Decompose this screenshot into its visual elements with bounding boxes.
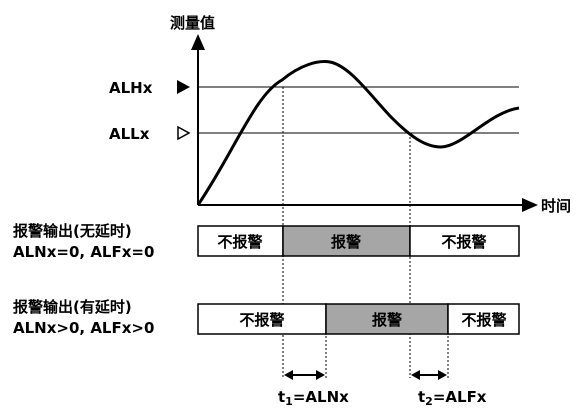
row-no-delay-segment-label-1: 不报警 — [217, 233, 262, 251]
high-alarm-label: ALHx — [109, 79, 153, 97]
row-no-delay-segment-normal-2 — [409, 225, 520, 257]
row-with-delay-title: 报警输出(有延时) — [13, 298, 132, 316]
row-with-delay-segment-label-2: 报警 — [372, 311, 402, 329]
low-alarm-marker-icon — [177, 125, 191, 141]
row-no-delay-title: 报警输出(无延时) — [13, 222, 132, 240]
x-axis-arrowhead — [522, 198, 538, 212]
low-alarm-label: ALLx — [109, 125, 150, 143]
row-with-delay-segment-normal-2 — [447, 303, 520, 335]
y-axis-arrowhead — [191, 34, 205, 50]
x-axis-label: 时间 — [541, 197, 571, 215]
row-no-delay-segment-label-3: 不报警 — [441, 233, 486, 251]
high-alarm-marker-icon — [177, 80, 190, 94]
t1-delay-label: t1=ALNx — [278, 388, 349, 408]
row-no-delay-segment-alarm — [282, 225, 411, 257]
row-no-delay-segment-label-2: 报警 — [331, 233, 361, 251]
row-with-delay-segment-alarm — [325, 303, 449, 335]
measured-value-curve — [196, 60, 520, 206]
row-no-delay-params: ALNx=0, ALFx=0 — [13, 243, 154, 261]
row-with-delay-params: ALNx>0, ALFx>0 — [13, 319, 154, 337]
row-with-delay-segment-label-1: 不报警 — [239, 311, 284, 329]
t2-delay-label: t2=ALFx — [418, 388, 487, 408]
y-axis-label: 测量值 — [170, 14, 215, 32]
row-with-delay-segment-label-3: 不报警 — [461, 311, 506, 329]
t1-delay-arrow — [284, 370, 325, 380]
t2-delay-arrow — [411, 370, 447, 380]
